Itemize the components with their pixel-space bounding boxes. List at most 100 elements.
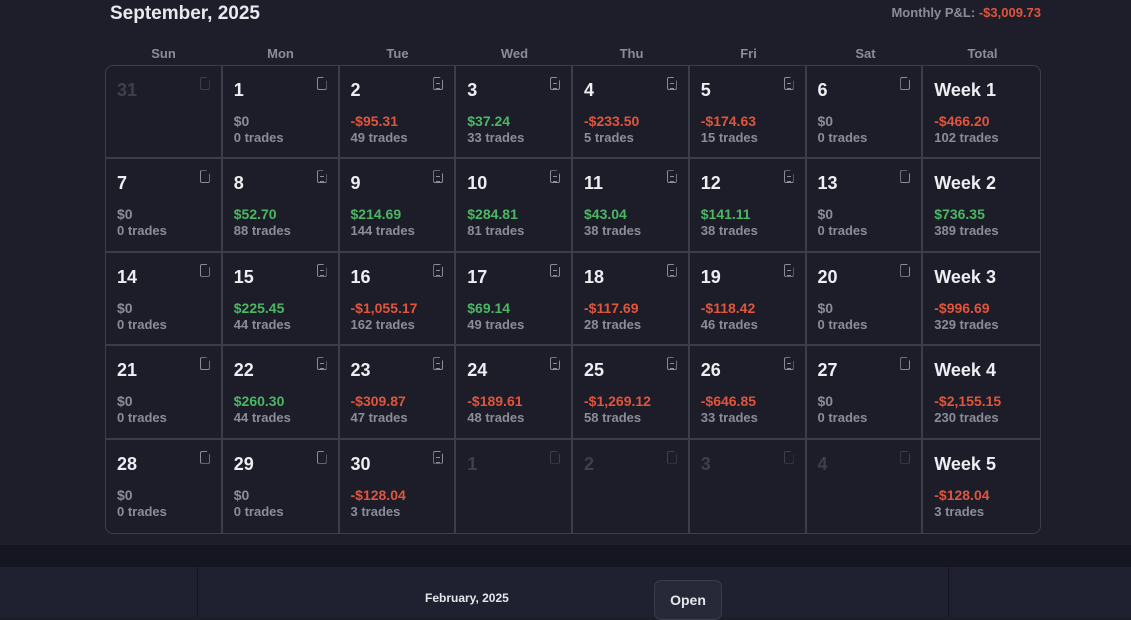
note-filled-icon[interactable] <box>550 263 560 277</box>
note-filled-icon[interactable] <box>666 77 677 90</box>
day-cell[interactable]: 9 $214.69 144 trades <box>339 159 457 253</box>
day-cell[interactable]: 23 -$309.87 47 trades <box>339 346 457 440</box>
day-cell[interactable]: 4 -$233.50 5 trades <box>573 66 690 160</box>
note-filled-icon[interactable] <box>783 170 794 184</box>
note-filled-icon[interactable] <box>550 77 560 90</box>
day-cell[interactable]: 20 $0 0 trades <box>806 252 924 347</box>
week-total-cell[interactable]: Week 4 -$2,155.15 230 trades <box>923 346 1040 440</box>
day-cell[interactable]: 24 -$189.61 48 trades <box>456 346 573 440</box>
open-button[interactable]: Open <box>654 580 722 620</box>
pnl-amount: $0 <box>233 113 250 129</box>
pnl-amount: -$189.61 <box>467 393 523 410</box>
monthly-pnl-value: -$3,009.73 <box>978 5 1041 20</box>
day-number: 12 <box>700 173 721 194</box>
day-number: 4 <box>584 80 595 100</box>
trade-count: 49 trades <box>350 130 408 145</box>
note-icon[interactable] <box>199 170 210 184</box>
day-cell[interactable]: 21 $0 0 trades <box>106 346 223 440</box>
day-cell[interactable]: 11 $43.04 38 trades <box>573 159 690 253</box>
trade-count: 88 trades <box>233 223 291 239</box>
note-icon[interactable] <box>199 77 210 90</box>
pnl-amount: $52.70 <box>233 206 277 223</box>
note-icon[interactable] <box>199 263 210 277</box>
day-cell[interactable]: 22 $260.30 44 trades <box>222 346 340 440</box>
day-cell[interactable]: 29 $0 0 trades <box>223 439 340 533</box>
day-cell[interactable]: 31 <box>106 66 223 160</box>
note-filled-icon[interactable] <box>433 357 444 371</box>
note-filled-icon[interactable] <box>433 77 444 90</box>
note-icon[interactable] <box>900 170 911 184</box>
note-icon[interactable] <box>550 450 560 464</box>
note-icon[interactable] <box>316 450 327 464</box>
week-total-cell[interactable]: Week 3 -$996.69 329 trades <box>923 253 1040 347</box>
note-icon[interactable] <box>666 450 677 464</box>
note-icon[interactable] <box>900 357 911 371</box>
day-number: 2 <box>350 80 361 100</box>
day-number: 19 <box>700 266 721 287</box>
trade-count: 0 trades <box>117 223 167 239</box>
day-cell[interactable]: 27 $0 0 trades <box>806 346 924 440</box>
note-filled-icon[interactable] <box>783 357 794 371</box>
month-title: September, 2025 <box>110 3 260 24</box>
day-number: Week 5 <box>934 453 996 474</box>
note-filled-icon[interactable] <box>550 357 560 371</box>
note-filled-icon[interactable] <box>666 170 677 184</box>
day-cell[interactable]: 1 $0 0 trades <box>222 66 340 160</box>
day-cell[interactable]: 13 $0 0 trades <box>806 159 924 253</box>
day-number: 21 <box>117 360 138 381</box>
day-cell[interactable]: 15 $225.45 44 trades <box>222 252 340 347</box>
day-cell[interactable]: 25 -$1,269.12 58 trades <box>573 346 690 440</box>
day-cell[interactable]: 2 -$95.31 49 trades <box>339 66 457 160</box>
day-cell[interactable]: 16 -$1,055.17 162 trades <box>339 252 457 347</box>
trade-count: 102 trades <box>934 130 999 145</box>
day-cell[interactable]: 3 $37.24 33 trades <box>456 66 573 160</box>
trade-count: 329 trades <box>934 316 999 332</box>
note-icon[interactable] <box>783 450 794 464</box>
week-total-cell[interactable]: Week 5 -$128.04 3 trades <box>923 440 1040 533</box>
divider-strip <box>0 545 1131 567</box>
day-cell[interactable]: 30 -$128.04 3 trades <box>340 439 457 533</box>
note-icon[interactable] <box>900 450 911 464</box>
day-cell[interactable]: 10 $284.81 81 trades <box>456 159 573 253</box>
note-filled-icon[interactable] <box>433 170 444 184</box>
note-filled-icon[interactable] <box>433 450 444 464</box>
note-filled-icon[interactable] <box>316 170 327 184</box>
pnl-amount: $736.35 <box>934 206 985 223</box>
week-total-cell[interactable]: Week 2 $736.35 389 trades <box>923 159 1040 253</box>
trade-count: 0 trades <box>817 223 868 239</box>
day-number: 22 <box>233 360 254 381</box>
note-filled-icon[interactable] <box>783 77 794 90</box>
day-number: 8 <box>233 173 244 194</box>
note-filled-icon[interactable] <box>433 263 444 277</box>
day-cell[interactable]: 7 $0 0 trades <box>106 159 223 253</box>
day-cell[interactable]: 5 -$174.63 15 trades <box>689 66 807 160</box>
day-cell[interactable]: 8 $52.70 88 trades <box>222 159 340 253</box>
note-filled-icon[interactable] <box>316 263 327 277</box>
pnl-amount: $284.81 <box>467 206 518 223</box>
day-cell[interactable]: 17 $69.14 49 trades <box>456 252 573 347</box>
note-icon[interactable] <box>199 450 210 464</box>
day-cell[interactable]: 18 -$117.69 28 trades <box>573 252 690 347</box>
day-cell[interactable]: 6 $0 0 trades <box>806 66 924 160</box>
day-cell[interactable]: 4 <box>807 439 924 533</box>
day-cell[interactable]: 12 $141.11 38 trades <box>689 159 807 253</box>
day-cell[interactable]: 14 $0 0 trades <box>106 252 223 347</box>
day-cell[interactable]: 2 <box>573 439 690 533</box>
note-icon[interactable] <box>900 77 911 90</box>
day-cell[interactable]: 19 -$118.42 46 trades <box>689 252 807 347</box>
day-cell[interactable]: 1 <box>456 439 573 533</box>
note-filled-icon[interactable] <box>550 170 560 184</box>
day-cell[interactable]: 28 $0 0 trades <box>106 439 223 533</box>
note-filled-icon[interactable] <box>666 357 677 371</box>
note-filled-icon[interactable] <box>666 263 677 277</box>
note-icon[interactable] <box>199 357 210 371</box>
pnl-amount: -$128.04 <box>350 486 406 503</box>
note-icon[interactable] <box>316 77 327 90</box>
week-total-cell[interactable]: Week 1 -$466.20 102 trades <box>923 66 1040 160</box>
note-icon[interactable] <box>900 263 911 277</box>
note-filled-icon[interactable] <box>316 357 327 371</box>
note-filled-icon[interactable] <box>783 263 794 277</box>
day-cell[interactable]: 3 <box>690 439 807 533</box>
day-cell[interactable]: 26 -$646.85 33 trades <box>689 346 807 440</box>
weekday-total: Total <box>967 46 998 61</box>
